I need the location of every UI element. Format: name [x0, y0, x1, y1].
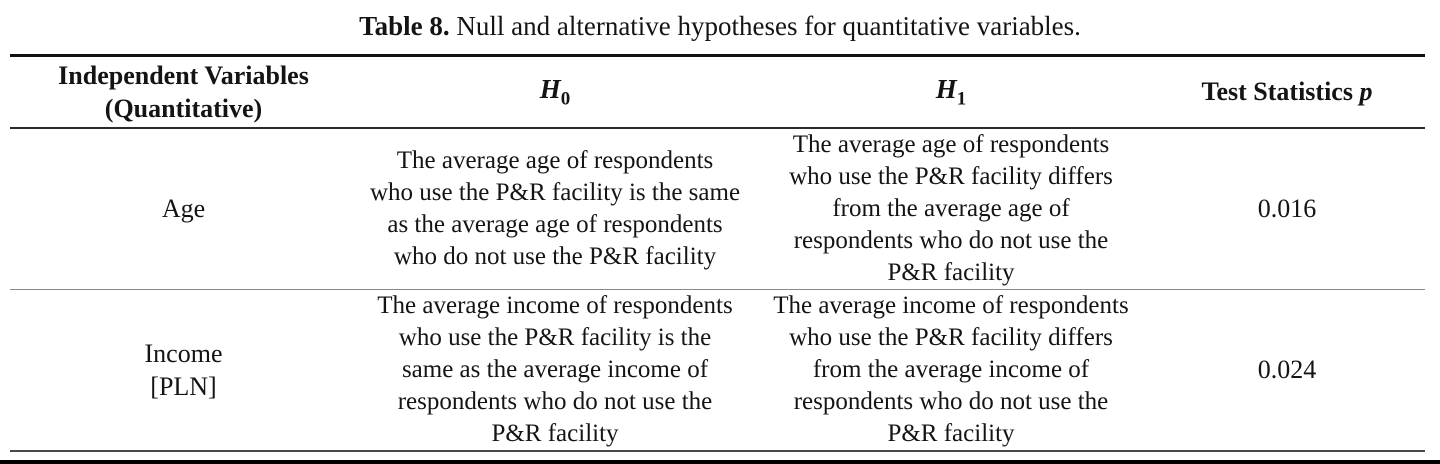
- h1-symbol: H1: [935, 73, 967, 109]
- col-header-h0: H0: [357, 56, 753, 128]
- caption-text: Null and alternative hypotheses for quan…: [456, 11, 1081, 41]
- table-header: Independent Variables (Quantitative) H0 …: [10, 56, 1425, 128]
- cell-h1-hypothesis: The average income of respondents who us…: [773, 291, 1129, 447]
- cell-variable: Income [PLN]: [144, 338, 223, 401]
- cell-p-value: 0.016: [1257, 193, 1317, 223]
- col-header-test-statistics: Test Statistics p: [1201, 76, 1373, 106]
- caption-label: Table 8.: [359, 11, 450, 41]
- p-symbol: p: [1359, 76, 1373, 106]
- cell-h0-hypothesis: The average age of respondents who use t…: [369, 146, 741, 270]
- h0-symbol: H0: [539, 73, 571, 109]
- table-row-age: Age The average age of respondents who u…: [10, 128, 1425, 289]
- hypotheses-table: Independent Variables (Quantitative) H0 …: [10, 54, 1425, 452]
- cell-p-value: 0.024: [1257, 354, 1317, 384]
- col-header-h1: H1: [753, 56, 1149, 128]
- table-row-income: Income [PLN] The average income of respo…: [10, 289, 1425, 451]
- cell-h0-hypothesis: The average income of respondents who us…: [377, 291, 733, 447]
- header-row: Independent Variables (Quantitative) H0 …: [10, 56, 1425, 128]
- cell-h1-hypothesis: The average age of respondents who use t…: [789, 130, 1113, 286]
- page-bottom-rule: [0, 460, 1440, 464]
- cell-variable: Age: [161, 194, 206, 223]
- table-caption: Table 8. Null and alternative hypotheses…: [0, 10, 1440, 42]
- col-header-independent-variables: Independent Variables (Quantitative): [58, 60, 309, 123]
- table-body: Age The average age of respondents who u…: [10, 128, 1425, 451]
